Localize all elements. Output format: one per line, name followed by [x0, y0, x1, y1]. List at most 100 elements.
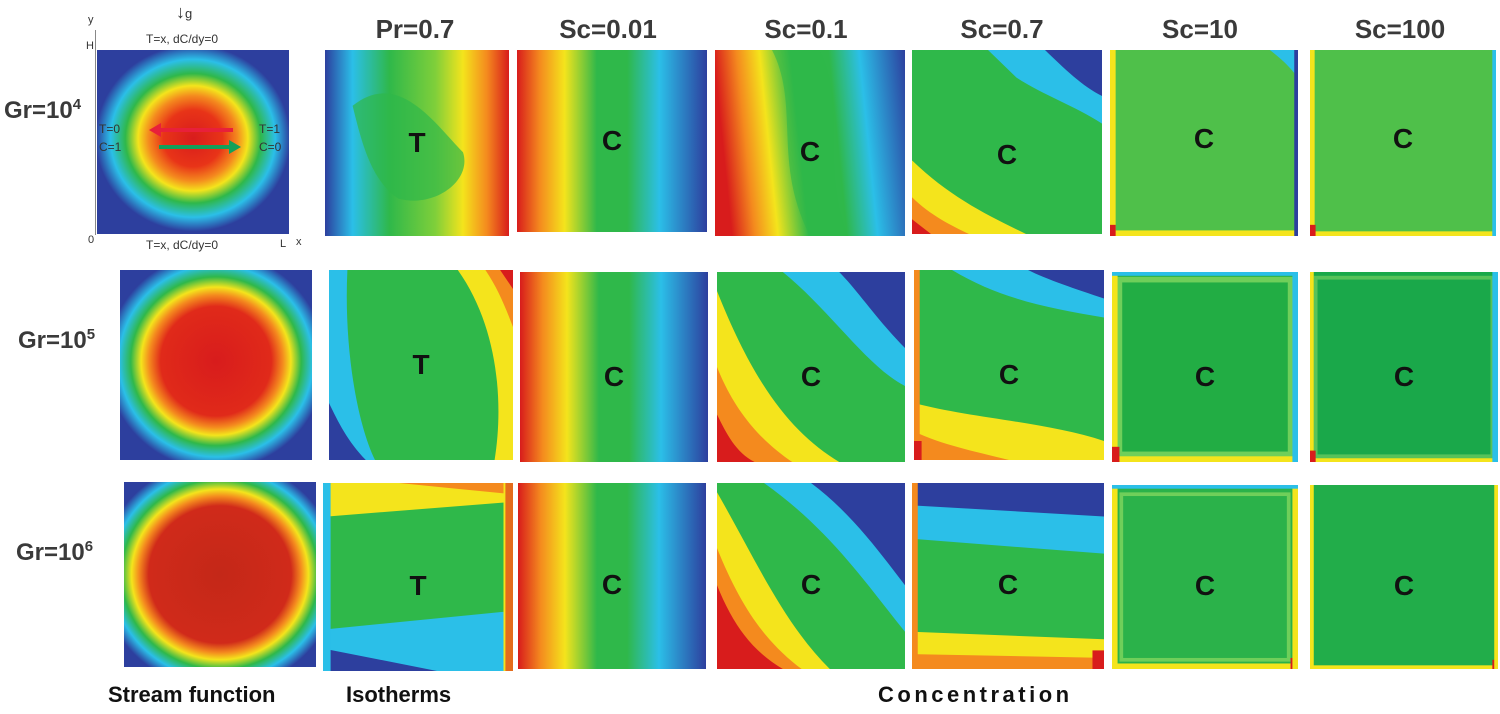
concentration-sc-0-7-gr-1e6: C	[912, 483, 1104, 669]
panel-label-c: C	[1393, 570, 1415, 602]
field-edge-left	[1112, 485, 1118, 669]
row-header-base: Gr=10	[16, 539, 85, 566]
concentration-sc-10-gr-1e6: C	[1112, 485, 1298, 669]
field-background	[1310, 485, 1498, 669]
field-core	[1028, 270, 1104, 299]
left-bc-concentration: C=1	[99, 140, 122, 154]
field-edge-left	[1310, 485, 1314, 669]
field-core	[323, 483, 513, 517]
panel-label-c: C	[1392, 123, 1414, 155]
field-corner	[914, 441, 922, 460]
concentration-sc-0-01-gr-1e6: C	[518, 483, 706, 669]
panel-label-c: C	[1194, 360, 1216, 392]
field-ring	[1313, 275, 1495, 459]
field-background	[1310, 50, 1496, 236]
length-label: L	[280, 238, 287, 250]
panel-label-c: C	[800, 360, 822, 392]
header-sc-10: Sc=10	[1162, 14, 1238, 44]
footer-isotherms: Isotherms	[346, 682, 452, 707]
concentration-sc-10-gr-1e5: C	[1112, 272, 1298, 462]
field-core	[323, 610, 513, 671]
field-core	[329, 270, 375, 460]
concentration-sc-0-1-gr-1e4: C	[715, 50, 905, 236]
panel-label-c: C	[1193, 123, 1215, 155]
top-boundary-condition: T=x, dC/dy=0	[146, 32, 219, 46]
field-corner	[1310, 450, 1316, 462]
header-sc-100: Sc=100	[1354, 14, 1446, 44]
field-core	[914, 403, 1104, 460]
concentration-sc-0-01-gr-1e4: C	[517, 50, 707, 232]
field-core	[912, 197, 969, 234]
header-sc-0-7: Sc=0.7	[960, 14, 1044, 44]
row-header-base: Gr=10	[4, 97, 73, 124]
concentration-sc-100-gr-1e5: C	[1310, 272, 1498, 462]
field-core	[329, 403, 366, 460]
concentration-sc-0-1-gr-1e5: C	[717, 272, 905, 462]
field-core	[717, 414, 755, 462]
field-edge-left	[323, 483, 331, 671]
gravity-label: ↓g	[176, 2, 193, 22]
header-sc-0-01: Sc=0.01	[559, 14, 657, 44]
field-background	[520, 272, 708, 462]
field-edge-left	[1310, 272, 1314, 462]
origin-label: 0	[88, 234, 95, 246]
stream-function-gr-1e6	[124, 482, 316, 667]
field-core	[811, 483, 905, 586]
panel-label-c: C	[800, 569, 822, 601]
panel-label-t: T	[408, 127, 426, 158]
field-background	[1112, 272, 1298, 462]
field-background	[1310, 272, 1498, 462]
field-corner	[1112, 446, 1120, 462]
field-edge-right	[1492, 272, 1498, 462]
concentration-sc-100-gr-1e4: C	[1310, 50, 1496, 236]
row-header-base: Gr=10	[18, 327, 87, 354]
field-edge-right	[1494, 485, 1498, 669]
heat-flux-arrowhead	[149, 123, 161, 137]
field-corner	[1310, 224, 1316, 236]
field-core	[717, 291, 840, 462]
field-edge-left	[1110, 50, 1116, 236]
panel-label-c: C	[603, 360, 625, 392]
row-header-exponent: 5	[86, 326, 96, 343]
footer-stream-function: Stream function	[108, 682, 276, 707]
concentration-sc-0-1-gr-1e6: C	[717, 483, 905, 669]
field-edge-bottom	[1310, 665, 1498, 669]
stream-field	[120, 270, 312, 460]
field-edge-right	[1492, 50, 1496, 236]
field-core	[914, 431, 1009, 460]
stream-function-gr-1e4: T=0 C=1 T=1 C=0	[97, 50, 289, 234]
field-background	[518, 483, 706, 669]
field-core	[352, 93, 465, 201]
field-background	[1110, 50, 1298, 236]
height-label: H	[86, 40, 94, 52]
footer-concentration: Concentration	[878, 682, 1073, 707]
row-header-gr-1e6: Gr=106	[16, 538, 93, 567]
panel-label-c: C	[997, 569, 1019, 601]
field-core	[912, 483, 1104, 517]
field-edge-left	[912, 483, 918, 669]
field-core	[912, 654, 1104, 669]
concentration-sc-10-gr-1e4: C	[1110, 50, 1298, 236]
concentration-sc-0-7-gr-1e5: C	[914, 270, 1104, 460]
field-core	[500, 270, 513, 289]
bottom-boundary-condition: T=x, dC/dy=0	[146, 238, 219, 252]
field-core	[485, 270, 513, 327]
field-background	[517, 50, 707, 232]
panel-label-t: T	[412, 349, 430, 380]
panel-label-c: C	[1393, 360, 1415, 392]
field-edge-bottom	[1110, 230, 1298, 236]
y-axis-line	[95, 30, 96, 235]
header-sc-0-1: Sc=0.1	[764, 14, 848, 44]
field-edge-right	[1292, 485, 1298, 669]
field-corner	[1110, 224, 1116, 236]
right-bc-concentration: C=0	[259, 140, 282, 154]
row-header-gr-1e4: Gr=104	[4, 96, 81, 125]
field-edge-top	[1112, 272, 1298, 276]
concentration-sc-100-gr-1e6: C	[1310, 485, 1498, 669]
field-ring	[1119, 492, 1291, 662]
stream-field	[97, 50, 289, 234]
panel-label-c: C	[601, 125, 623, 156]
field-core	[717, 367, 793, 462]
field-core	[912, 160, 1026, 234]
